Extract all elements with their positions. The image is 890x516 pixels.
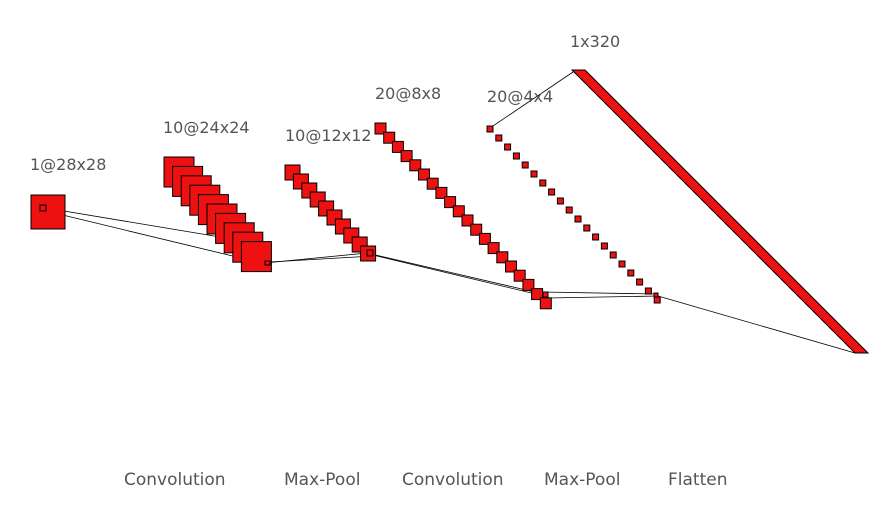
feature-map <box>600 242 608 250</box>
connection-line <box>269 255 374 263</box>
feature-map <box>30 194 66 230</box>
feature-map <box>618 260 626 268</box>
feature-map <box>505 260 517 273</box>
kernel-marker <box>653 292 659 298</box>
kernel-marker <box>264 260 271 266</box>
connection-line <box>372 254 549 298</box>
feature-map <box>644 287 652 295</box>
connection-line <box>547 295 659 299</box>
feature-map <box>426 177 439 190</box>
feature-map <box>627 269 635 277</box>
kernel-marker <box>39 204 47 212</box>
connection-line <box>542 291 655 295</box>
op-label-maxpool-2: Max-Pool <box>544 470 620 490</box>
feature-map <box>391 140 404 153</box>
feature-map <box>513 269 526 282</box>
feature-map <box>444 196 457 209</box>
layer-label-flatten: 1x320 <box>570 32 620 51</box>
op-label-convolution-1: Convolution <box>124 470 226 490</box>
feature-map <box>565 206 573 214</box>
op-label-maxpool-1: Max-Pool <box>284 470 360 490</box>
feature-map <box>496 251 509 264</box>
feature-map <box>240 241 272 273</box>
layer-label-pool2: 20@4x4 <box>487 87 553 106</box>
layer-label-conv1: 10@24x24 <box>163 118 250 137</box>
feature-map <box>512 152 520 160</box>
feature-map <box>556 197 564 205</box>
feature-map <box>548 188 556 196</box>
feature-map <box>609 251 617 259</box>
connection-lines <box>45 69 856 354</box>
feature-map <box>470 223 483 236</box>
feature-map <box>478 232 491 245</box>
connection-line <box>489 69 577 129</box>
feature-map <box>530 170 538 178</box>
layer-stack-pool2 <box>486 125 661 304</box>
feature-map <box>418 168 430 181</box>
layer-label-input: 1@28x28 <box>30 155 106 174</box>
feature-map <box>539 179 547 187</box>
connection-line <box>366 252 544 295</box>
layer-stack-conv2 <box>374 122 552 310</box>
layer-stack-pool1 <box>284 164 377 262</box>
layer-stack-conv1 <box>163 156 272 273</box>
kernel-markers <box>39 204 659 298</box>
kernel-marker <box>542 291 549 298</box>
feature-map <box>461 214 474 227</box>
op-label-convolution-2: Convolution <box>402 470 504 490</box>
feature-map <box>409 159 422 172</box>
feature-map <box>435 186 448 199</box>
feature-map <box>400 150 413 163</box>
layer-label-pool1: 10@12x12 <box>285 126 372 145</box>
feature-map <box>539 297 552 310</box>
connection-line <box>657 295 856 354</box>
layer-stacks <box>30 69 870 354</box>
flatten-vector <box>570 69 870 354</box>
connection-line <box>45 207 245 242</box>
kernel-marker <box>366 249 374 257</box>
feature-map <box>636 278 644 286</box>
feature-map <box>522 278 535 291</box>
feature-map <box>521 161 529 169</box>
feature-map <box>374 122 387 135</box>
layer-stack-input <box>30 194 66 230</box>
layer-label-conv2: 20@8x8 <box>375 84 441 103</box>
feature-map <box>583 224 591 232</box>
feature-map <box>574 215 582 223</box>
feature-map <box>383 131 396 144</box>
op-label-flatten: Flatten <box>668 470 727 490</box>
feature-map <box>487 242 500 255</box>
feature-map <box>504 143 512 151</box>
feature-map <box>486 125 494 133</box>
feature-map <box>495 134 503 142</box>
feature-map <box>653 296 661 304</box>
feature-map <box>452 205 465 218</box>
feature-map <box>592 233 600 241</box>
